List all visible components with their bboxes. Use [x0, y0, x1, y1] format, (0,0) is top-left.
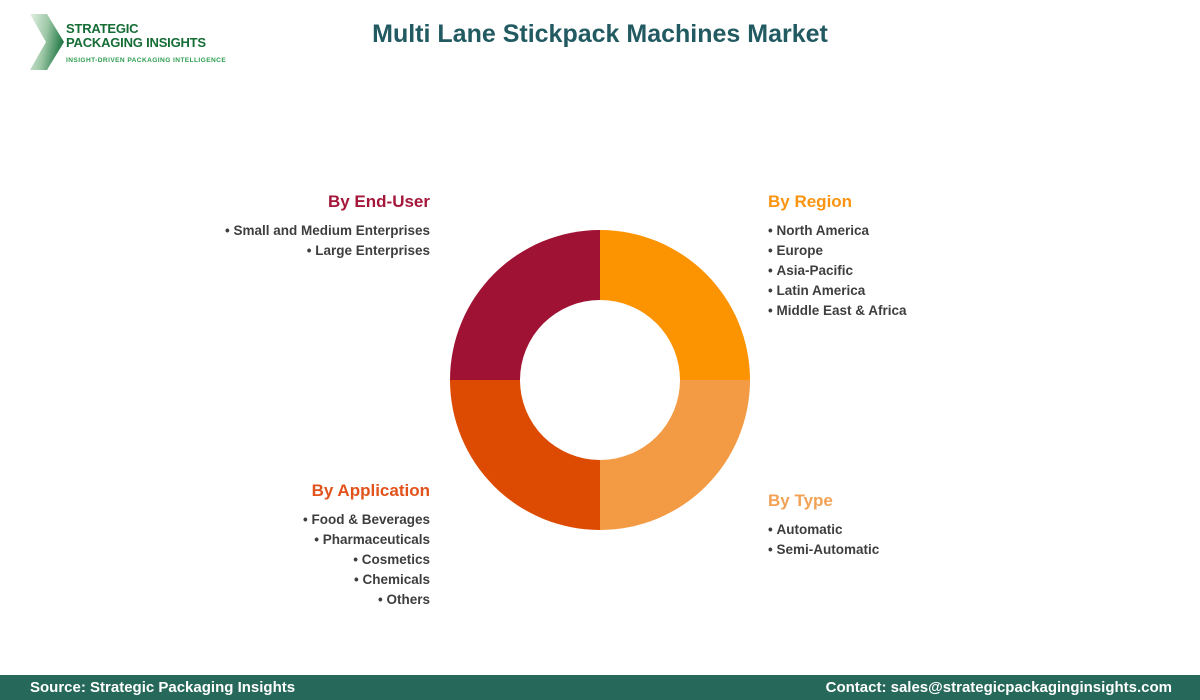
- list-item: Semi-Automatic: [768, 540, 879, 560]
- footer-source: Source: Strategic Packaging Insights: [30, 679, 296, 696]
- section-item-list: Small and Medium EnterprisesLarge Enterp…: [225, 221, 430, 261]
- section-item-list: North AmericaEuropeAsia-PacificLatin Ame…: [768, 221, 907, 321]
- list-item: Latin America: [768, 281, 907, 301]
- section-by-type: By Type AutomaticSemi-Automatic: [768, 491, 879, 560]
- list-item: Chemicals: [303, 570, 430, 590]
- section-heading: By Type: [768, 491, 833, 510]
- section-by-region: By Region North AmericaEuropeAsia-Pacifi…: [768, 192, 907, 321]
- list-item: Middle East & Africa: [768, 301, 906, 321]
- list-item: Europe: [768, 241, 907, 261]
- list-item: Asia-Pacific: [768, 261, 907, 281]
- logo-tagline: INSIGHT-DRIVEN PACKAGING INTELLIGENCE: [66, 57, 227, 64]
- section-item-list: Food & BeveragesPharmaceuticalsCosmetics…: [303, 510, 430, 610]
- donut-hole: [520, 300, 680, 460]
- section-heading: By Region: [768, 192, 853, 211]
- list-item: Automatic: [768, 520, 879, 540]
- list-item: Pharmaceuticals: [303, 530, 430, 550]
- section-by-application: By Application Food & BeveragesPharmaceu…: [303, 481, 430, 610]
- logo-text: STRATEGIC PACKAGING INSIGHTS INSIGHT-DRI…: [66, 21, 227, 65]
- list-item: Cosmetics: [303, 550, 430, 570]
- company-logo: STRATEGIC PACKAGING INSIGHTS INSIGHT-DRI…: [30, 12, 250, 82]
- page-title: Multi Lane Stickpack Machines Market: [372, 20, 828, 48]
- section-by-end-user: By End-User Small and Medium Enterprises…: [225, 192, 430, 261]
- logo-line2: PACKAGING INSIGHTS: [66, 35, 206, 50]
- donut-chart: [450, 230, 750, 530]
- list-item: North America: [768, 221, 907, 241]
- list-item: Food & Beverages: [303, 510, 430, 530]
- list-item: Others: [303, 590, 430, 610]
- section-item-list: AutomaticSemi-Automatic: [768, 520, 879, 560]
- section-heading: By Application: [311, 481, 430, 500]
- list-item: Small and Medium Enterprises: [225, 221, 430, 241]
- logo-line1: STRATEGIC: [66, 21, 139, 36]
- section-heading: By End-User: [327, 192, 430, 211]
- footer-bar: Source: Strategic Packaging Insights Con…: [0, 675, 1200, 700]
- footer-contact: Contact: sales@strategicpackaginginsight…: [825, 679, 1172, 696]
- list-item: Large Enterprises: [225, 241, 430, 261]
